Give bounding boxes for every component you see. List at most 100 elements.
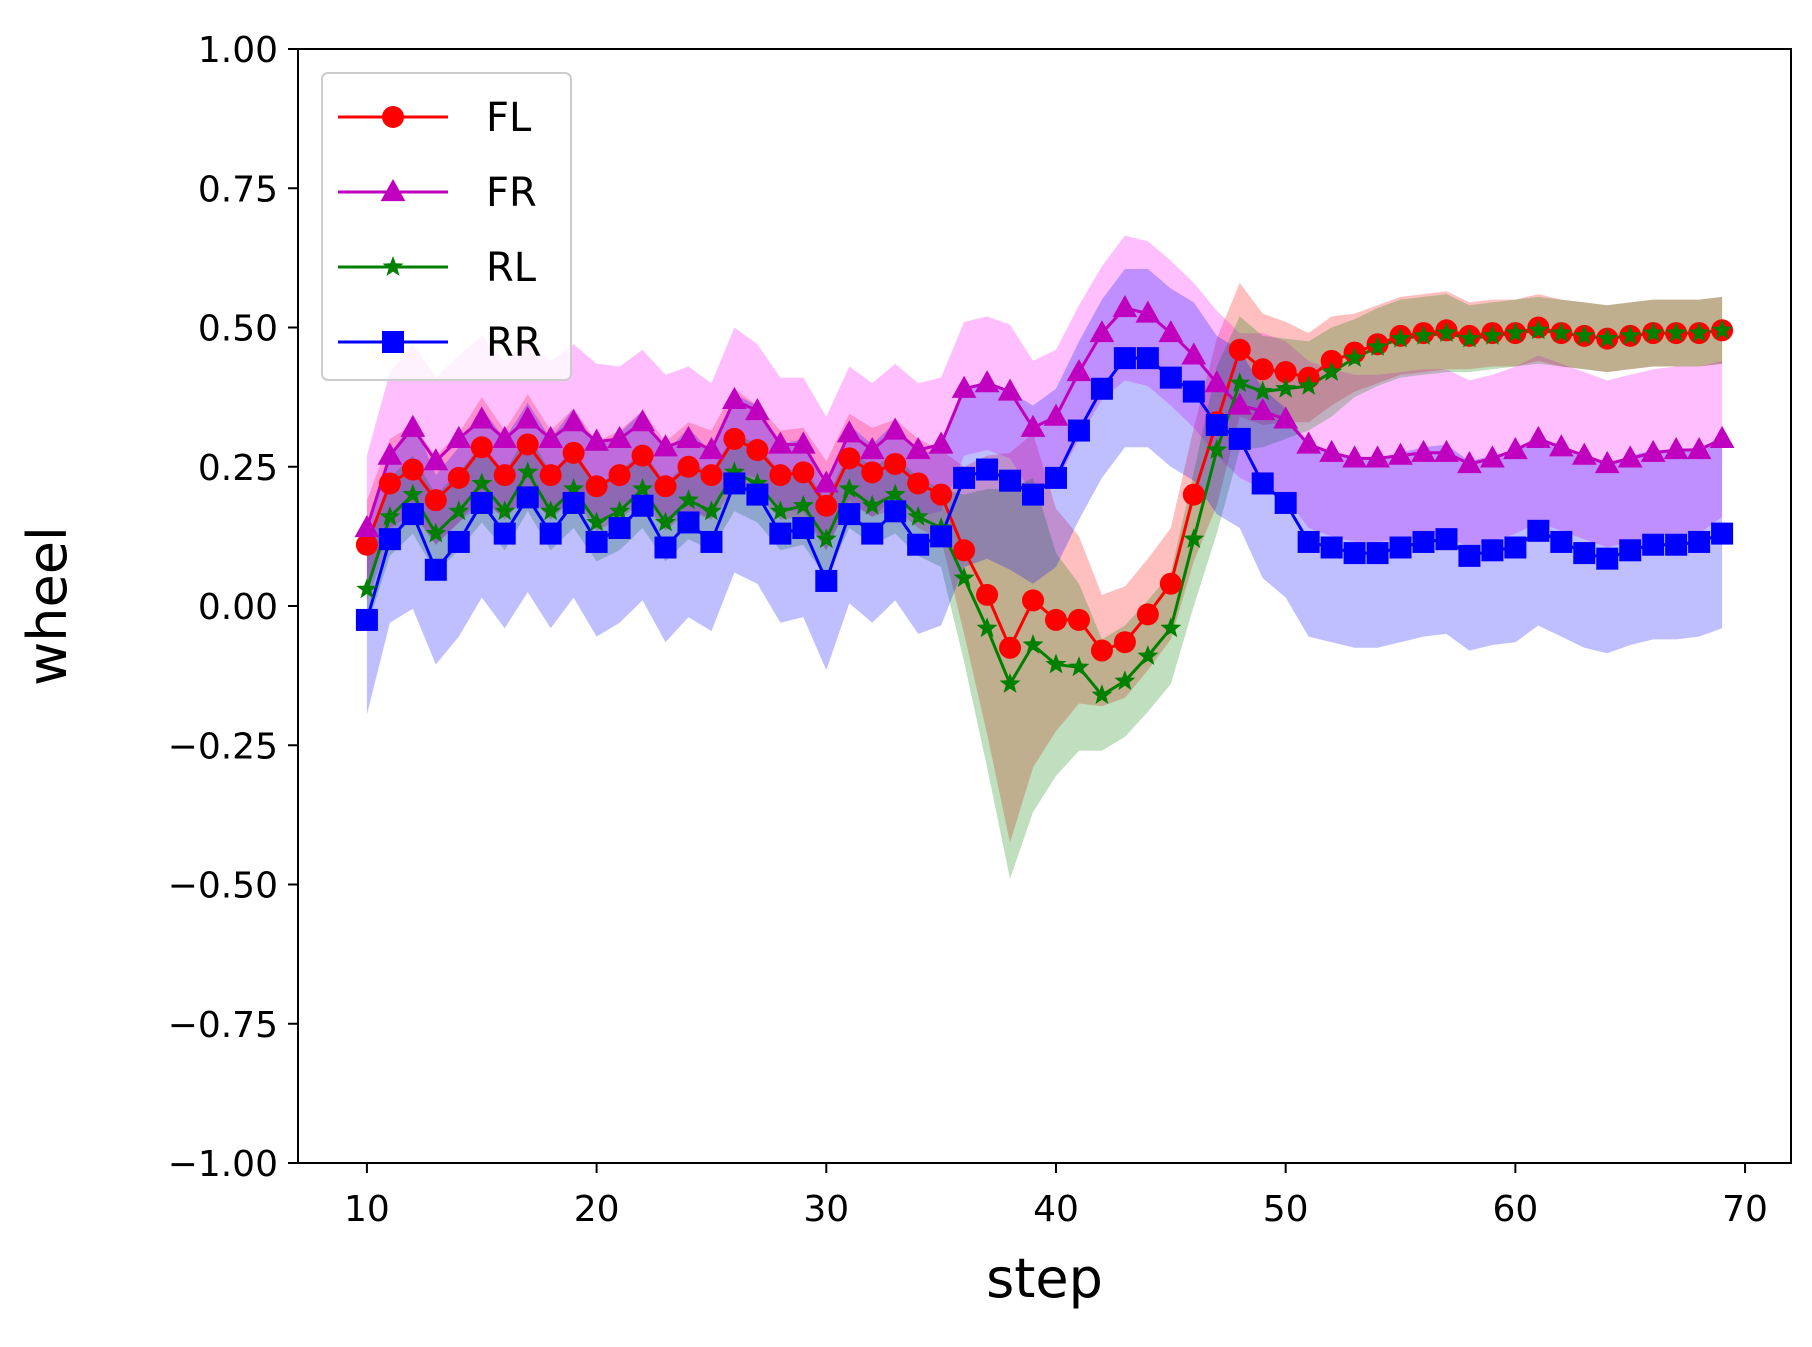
legend-marker-rl — [382, 256, 404, 276]
point-fr — [1135, 300, 1161, 323]
point-rr — [861, 522, 884, 545]
point-fr — [1319, 439, 1344, 462]
point-fl — [930, 483, 953, 506]
point-rr — [1044, 466, 1067, 489]
y-tick-label: −1.00 — [168, 1144, 278, 1185]
point-rl — [425, 522, 447, 543]
point-rr — [1573, 542, 1596, 565]
point-fr — [1043, 403, 1069, 426]
x-tick-label: 40 — [1033, 1189, 1079, 1230]
point-rr — [1159, 366, 1182, 389]
point-fr — [1640, 439, 1666, 462]
point-rr — [792, 517, 815, 540]
point-fr — [538, 425, 564, 448]
point-rl — [1619, 324, 1641, 345]
point-fr — [1296, 431, 1321, 454]
y-tick-label: −0.25 — [168, 726, 278, 767]
y-tick-label: 1.00 — [198, 30, 278, 71]
point-rr — [1458, 544, 1481, 567]
y-tick-label: −0.50 — [168, 866, 278, 907]
point-fl — [700, 464, 723, 487]
point-rr — [930, 525, 953, 548]
point-rl — [1229, 372, 1251, 393]
point-fl — [424, 489, 447, 512]
point-rl — [1183, 528, 1205, 549]
point-rl — [655, 511, 676, 532]
point-rr — [1228, 427, 1251, 450]
point-rr — [1619, 539, 1642, 562]
point-rl — [1137, 645, 1159, 665]
point-rr — [723, 472, 746, 495]
point-fr — [630, 409, 655, 432]
point-fr — [790, 431, 816, 454]
legend-label-rl: RL — [486, 245, 537, 291]
point-rl — [517, 461, 539, 482]
point-rl — [884, 483, 906, 504]
point-fl — [976, 583, 999, 606]
point-fl — [907, 472, 930, 495]
point-fr — [676, 425, 701, 448]
point-rr — [401, 503, 424, 526]
point-fr — [515, 406, 541, 429]
point-rl — [540, 500, 562, 521]
point-fl — [539, 464, 562, 487]
x-tick-label: 10 — [344, 1189, 390, 1230]
point-rr — [608, 517, 631, 540]
point-rr — [424, 558, 447, 581]
point-fl — [585, 475, 608, 498]
point-fr — [561, 409, 586, 432]
point-rl — [1068, 656, 1090, 677]
point-fr — [745, 398, 770, 421]
point-rl — [1275, 377, 1297, 398]
point-rr — [1067, 419, 1090, 442]
point-rr — [585, 530, 608, 553]
point-rr — [838, 503, 861, 526]
point-rr — [1366, 542, 1389, 565]
point-rl — [448, 500, 470, 521]
point-fr — [1709, 425, 1735, 448]
y-axis-label: wheel — [16, 526, 79, 686]
point-fr — [377, 442, 403, 465]
x-axis-label: step — [986, 1247, 1103, 1310]
point-rl — [1022, 634, 1044, 654]
point-fr — [584, 428, 609, 451]
point-rr — [907, 533, 930, 556]
point-rr — [1136, 347, 1159, 370]
legend-label-rr: RR — [486, 320, 542, 366]
point-rr — [953, 466, 976, 489]
point-fr — [1204, 370, 1230, 393]
point-fl — [355, 533, 378, 556]
point-fl — [493, 464, 516, 487]
point-fr — [1250, 398, 1276, 421]
point-fl — [631, 444, 654, 467]
point-fr — [653, 434, 678, 457]
point-rr — [1642, 533, 1665, 556]
point-fr — [1273, 406, 1299, 429]
y-axis: −1.00 −0.75 −0.50 −0.25 0.00 0.25 0.50 0.75 1.00 — [168, 30, 298, 1185]
point-rr — [1320, 536, 1343, 559]
point-rl — [1390, 327, 1411, 348]
point-fr — [1227, 392, 1253, 415]
point-rl — [1596, 327, 1618, 348]
point-rr — [1504, 536, 1527, 559]
point-rl — [1688, 322, 1710, 342]
point-fl — [953, 539, 976, 562]
point-rr — [539, 522, 562, 545]
point-rl — [1665, 322, 1687, 342]
point-fr — [905, 437, 931, 460]
point-fr — [836, 420, 862, 443]
legend-marker-fl — [382, 106, 404, 128]
point-rl — [1413, 324, 1434, 345]
point-fl — [1136, 603, 1159, 626]
point-rr — [1113, 347, 1136, 370]
band-fl — [366, 282, 1723, 843]
x-axis: 10 20 30 40 50 60 70 — [344, 1163, 1768, 1230]
point-fr — [423, 448, 449, 471]
point-fl — [1159, 572, 1182, 595]
point-fl — [723, 427, 746, 450]
point-rl — [402, 483, 424, 504]
point-fr — [813, 470, 839, 493]
point-rl — [356, 578, 378, 599]
point-fr — [1066, 359, 1092, 382]
